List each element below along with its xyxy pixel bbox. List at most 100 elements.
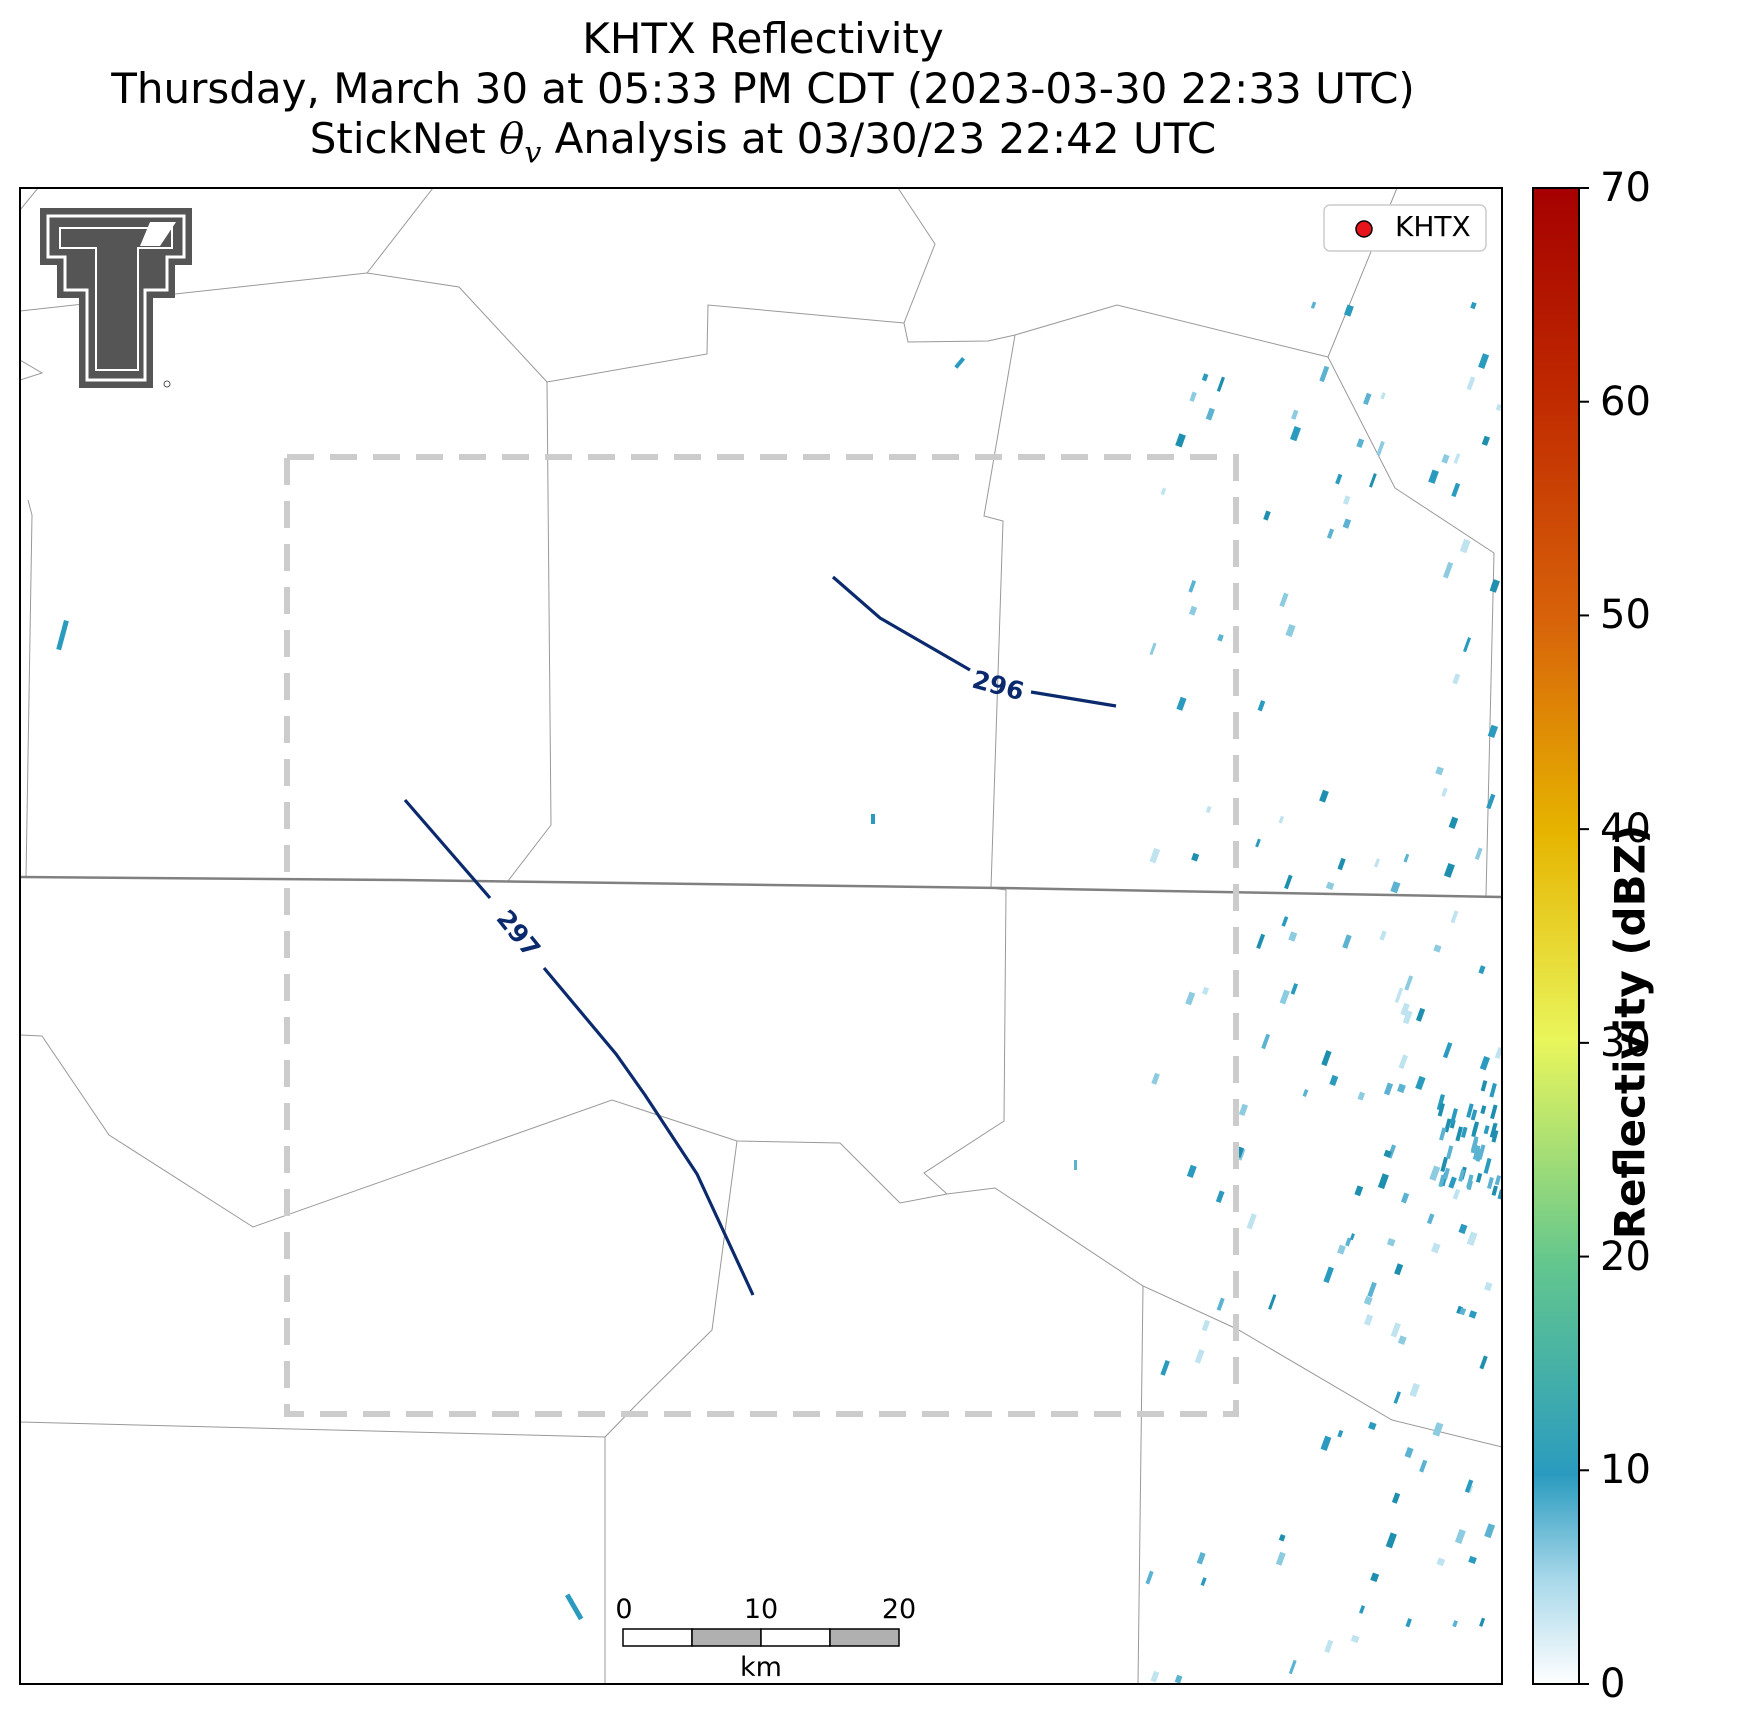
- radar-echo: [1393, 1391, 1401, 1404]
- radar-echo: [1342, 518, 1352, 529]
- radar-echo: [1437, 1102, 1445, 1117]
- radar-echo: [1342, 934, 1352, 949]
- radar-echo: [1201, 1319, 1211, 1332]
- radar-echo: [1302, 1089, 1309, 1097]
- radar-echo: [1455, 1126, 1463, 1142]
- radar-echo: [1480, 1080, 1488, 1092]
- radar-echo: [1196, 1552, 1206, 1565]
- radar-echo: [1489, 1082, 1497, 1098]
- radar-echo: [1415, 1007, 1426, 1022]
- radar-echo: [1483, 1157, 1492, 1174]
- radar-echo: [1216, 1297, 1225, 1311]
- radar-echo: [1356, 438, 1365, 448]
- radar-echo: [1344, 304, 1354, 317]
- radar-echo: [1145, 1570, 1154, 1585]
- radar-echo: [1466, 1231, 1478, 1246]
- radar-echo: [1452, 673, 1461, 685]
- colorbar-gradient: [1532, 187, 1580, 1685]
- radar-echo: [1160, 1360, 1170, 1376]
- radar-echo: [1464, 1479, 1474, 1493]
- radar-echo: [1329, 1074, 1339, 1087]
- radar-echo: [1454, 1528, 1466, 1545]
- scale-tick-20: 20: [882, 1594, 916, 1625]
- radar-echo: [954, 356, 966, 369]
- radar-echo: [1495, 403, 1502, 411]
- radar-echo: [1402, 1010, 1413, 1025]
- radar-echo: [1441, 787, 1448, 797]
- radar-echo: [1268, 1294, 1277, 1310]
- radar-echo: [1186, 1164, 1197, 1179]
- radar-echo: [1257, 700, 1266, 712]
- radar-echo: [1369, 473, 1377, 488]
- radar-echo: [1450, 1108, 1458, 1125]
- radar-echo: [1451, 482, 1461, 498]
- radar-echo: [1261, 1033, 1271, 1050]
- radar-echo: [1436, 1557, 1446, 1567]
- radar-echo: [1441, 454, 1450, 464]
- radar-echo: [1246, 1213, 1257, 1230]
- radar-echo: [1377, 1173, 1389, 1190]
- radar-echo: [1459, 1307, 1467, 1316]
- radar-echo: [1466, 376, 1476, 391]
- radar-echo: [1394, 1263, 1404, 1276]
- radar-echo: [1074, 1160, 1077, 1170]
- radar-echo: [1426, 1213, 1435, 1225]
- radar-echo: [1487, 724, 1499, 739]
- radar-echo: [1419, 1459, 1428, 1473]
- radar-echo: [1458, 1169, 1466, 1182]
- radar-echo: [1491, 1129, 1499, 1143]
- legend: KHTX: [1323, 204, 1487, 252]
- radar-echo: [1468, 1555, 1477, 1565]
- radar-echo: [1363, 1295, 1373, 1306]
- radar-echo: [1367, 1281, 1377, 1298]
- radar-echo: [1479, 1355, 1488, 1370]
- colorbar-ticks: [1579, 187, 1589, 1685]
- radar-echo: [1326, 528, 1335, 539]
- radar-echo: [1321, 1050, 1332, 1067]
- radar-echo: [1415, 1075, 1426, 1091]
- radar-echo: [56, 620, 69, 651]
- radar-echo: [1288, 1659, 1297, 1675]
- radar-echo: [1217, 633, 1224, 642]
- radar-echo: [1442, 1042, 1453, 1059]
- radar-echo: [1405, 1618, 1412, 1628]
- radar-echo: [1383, 1149, 1392, 1158]
- contour-296-line-a: [831, 575, 971, 672]
- radar-marker-icon: [1355, 220, 1373, 238]
- legend-box: [1323, 204, 1487, 252]
- radar-echo: [1279, 592, 1289, 608]
- radar-echo: [1391, 1492, 1401, 1504]
- radar-echo: [1370, 1572, 1380, 1583]
- radar-echo: [1176, 696, 1187, 711]
- radar-echo: [1337, 857, 1346, 871]
- radar-echo: [1288, 931, 1298, 942]
- radar-echo: [1489, 1123, 1498, 1138]
- radar-echo: [1205, 805, 1212, 814]
- radar-echo: [1490, 1104, 1498, 1120]
- colorbar-tick-label: 60: [1600, 378, 1651, 425]
- radar-echo: [1205, 407, 1215, 421]
- radar-echo: [1432, 1422, 1444, 1437]
- radar-echo: [1175, 433, 1186, 448]
- radar-echo: [1275, 1551, 1286, 1566]
- radar-echo: [1429, 1165, 1441, 1181]
- radar-echo: [1380, 392, 1386, 400]
- radar-echo: [1458, 1223, 1468, 1235]
- radar-echo: [1255, 838, 1261, 848]
- radar-echo: [1463, 637, 1472, 653]
- radar-echo: [1149, 642, 1157, 656]
- radar-echo: [1279, 989, 1290, 1005]
- radar-echo: [1397, 1335, 1407, 1345]
- radar-echo: [1238, 1103, 1249, 1117]
- radar-echo: [1484, 1523, 1496, 1539]
- radar-echo: [1450, 910, 1459, 924]
- radar-echo: [1452, 1188, 1461, 1200]
- radar-echo: [1325, 881, 1335, 891]
- radar-echo: [1483, 1125, 1490, 1135]
- title-prefix: StickNet: [309, 114, 500, 163]
- radar-echo: [1278, 1534, 1286, 1542]
- radar-echo: [1278, 815, 1285, 824]
- radar-echo: [1446, 1145, 1454, 1160]
- radar-echo: [1319, 365, 1330, 383]
- radar-echo: [1452, 1620, 1458, 1628]
